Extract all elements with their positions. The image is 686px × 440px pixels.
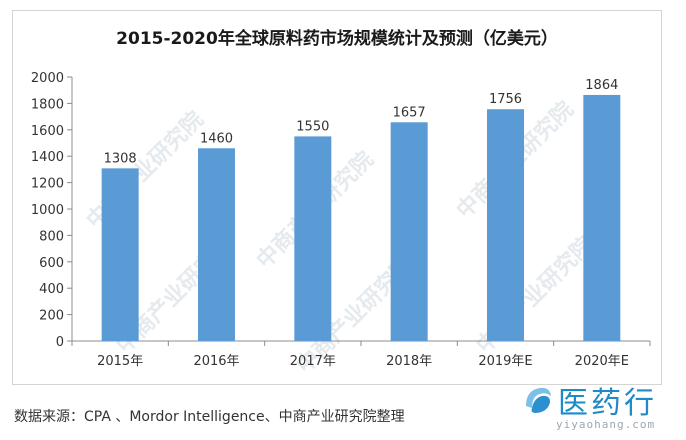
- y-tick-label: 200: [39, 309, 64, 324]
- logo-url: yiyaohang.com: [556, 418, 656, 431]
- data-label-2: 1550: [296, 119, 329, 134]
- y-tick-label: 2000: [31, 71, 64, 86]
- bar-3: [390, 122, 428, 341]
- x-tick-label-1: 2016年: [193, 354, 239, 369]
- bar-4: [487, 109, 524, 341]
- watermark-text-0: 中商产业研究院: [81, 106, 208, 233]
- data-label-4: 1756: [489, 92, 522, 107]
- bar-0: [101, 168, 139, 341]
- x-tick-label-2: 2017年: [290, 354, 336, 369]
- data-label-3: 1657: [393, 105, 426, 120]
- data-label-0: 1308: [104, 151, 137, 166]
- axes: 0 200 400 600 800 1000 1200 1400 1600 1800 2000: [31, 71, 651, 350]
- x-tick-label-3: 2018年: [386, 354, 432, 369]
- bar-5: [583, 94, 621, 342]
- logo-text: 医药行: [558, 386, 657, 421]
- bar-1: [198, 148, 235, 341]
- y-tick-label: 600: [39, 256, 64, 271]
- pill-icon: [526, 387, 551, 413]
- x-tick-label-5: 2020年E: [575, 354, 629, 369]
- y-tick-label: 1800: [31, 97, 64, 112]
- bar-2: [294, 136, 332, 341]
- y-tick-label: 800: [39, 229, 64, 244]
- y-tick-label: 1600: [31, 124, 64, 139]
- y-tick-label: 400: [39, 282, 64, 297]
- bars: [101, 94, 621, 342]
- chart-title: 2015-2020年全球原料药市场规模统计及预测（亿美元）: [116, 29, 558, 49]
- y-tick-label: 1200: [31, 177, 64, 192]
- yiyaohang-logo[interactable]: 医药行 yiyaohang.com: [520, 378, 680, 436]
- data-label-5: 1864: [585, 78, 618, 93]
- x-tick-label-0: 2015年: [97, 354, 143, 369]
- data-label-1: 1460: [200, 131, 233, 146]
- labels: 1308 2015年 1460 2016年 1550 2017年 1657 2018年 1756…: [97, 78, 629, 369]
- y-tick-label: 1400: [31, 150, 64, 165]
- x-tick-label-4: 2019年E: [478, 354, 532, 369]
- source-note: 数据来源：CPA 、Mordor Intelligence、中商产业研究院整理: [14, 409, 405, 425]
- y-tick-label: 1000: [31, 203, 64, 218]
- y-tick-label: 0: [56, 335, 64, 350]
